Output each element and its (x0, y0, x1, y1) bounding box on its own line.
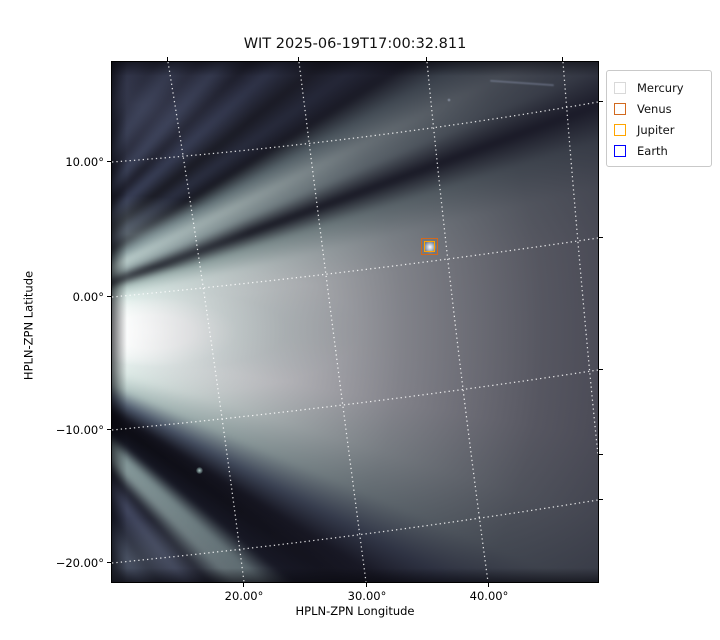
xtick-30 (366, 583, 367, 587)
planet-marker-venus-jupiter (421, 238, 439, 256)
y-axis-label: HPLN-ZPN Latitude (21, 270, 36, 381)
plot-frame (111, 61, 599, 583)
earth-swatch-icon (614, 144, 626, 157)
xtick-right-50 (599, 454, 603, 455)
ytick-label-0: 0.00° (72, 290, 104, 304)
faint-star-dot (447, 98, 451, 102)
ytick-right-10 (599, 101, 603, 102)
xtick-20 (243, 583, 244, 587)
ytick-10 (107, 161, 111, 162)
legend-item-jupiter: Jupiter (614, 119, 703, 140)
legend-label: Earth (637, 143, 668, 158)
gridline-lon-20 (167, 62, 245, 582)
xtick-top-20 (167, 57, 168, 61)
legend-label: Mercury (637, 80, 684, 95)
xtick-top-50 (562, 57, 563, 61)
ytick-right--10 (599, 369, 603, 370)
ytick-label--20: −20.00° (55, 556, 104, 570)
ytick-label-10: 10.00° (65, 155, 104, 169)
ytick--20 (107, 562, 111, 563)
legend-label: Jupiter (637, 122, 675, 137)
legend-label: Venus (637, 101, 672, 116)
jupiter-swatch-icon (614, 123, 626, 136)
gridline-lon-50 (562, 62, 598, 456)
ytick--10 (107, 429, 111, 430)
radial-brightness-falloff (112, 62, 598, 582)
gridline-lon-30 (298, 62, 367, 582)
plot-title: WIT 2025-06-19T17:00:32.811 (243, 36, 467, 52)
planet-point-source (423, 240, 437, 254)
wcs-graticule (112, 62, 598, 582)
coronagraph-image (112, 62, 598, 582)
legend-item-venus: Venus (614, 98, 703, 119)
gridline-lat--10 (112, 369, 598, 431)
gridline-lat--20 (112, 499, 598, 564)
xtick-label-20: 20.00° (224, 589, 264, 603)
ytick-right-0 (599, 237, 603, 238)
xtick-40 (488, 583, 489, 587)
legend-item-earth: Earth (614, 140, 703, 161)
jupiter-square-icon (424, 241, 435, 252)
ytick-0 (107, 296, 111, 297)
ytick-right--20 (599, 499, 603, 500)
xtick-label-30: 30.00° (347, 589, 387, 603)
mercury-swatch-icon (614, 81, 626, 94)
gridline-lat-0 (112, 237, 598, 298)
ytick-label--10: −10.00° (55, 423, 104, 437)
venus-swatch-icon (614, 102, 626, 115)
xtick-top-30 (298, 57, 299, 61)
xtick-top-40 (426, 57, 427, 61)
gridline-lat-10 (112, 101, 598, 163)
faint-star-dot (196, 467, 203, 474)
xtick-label-40: 40.00° (469, 589, 509, 603)
x-axis-label: HPLN-ZPN Longitude (295, 604, 415, 618)
venus-square-icon (421, 238, 438, 255)
legend: Mercury Venus Jupiter Earth (606, 70, 712, 167)
gridline-lon-40 (426, 62, 489, 582)
legend-item-mercury: Mercury (614, 77, 703, 98)
